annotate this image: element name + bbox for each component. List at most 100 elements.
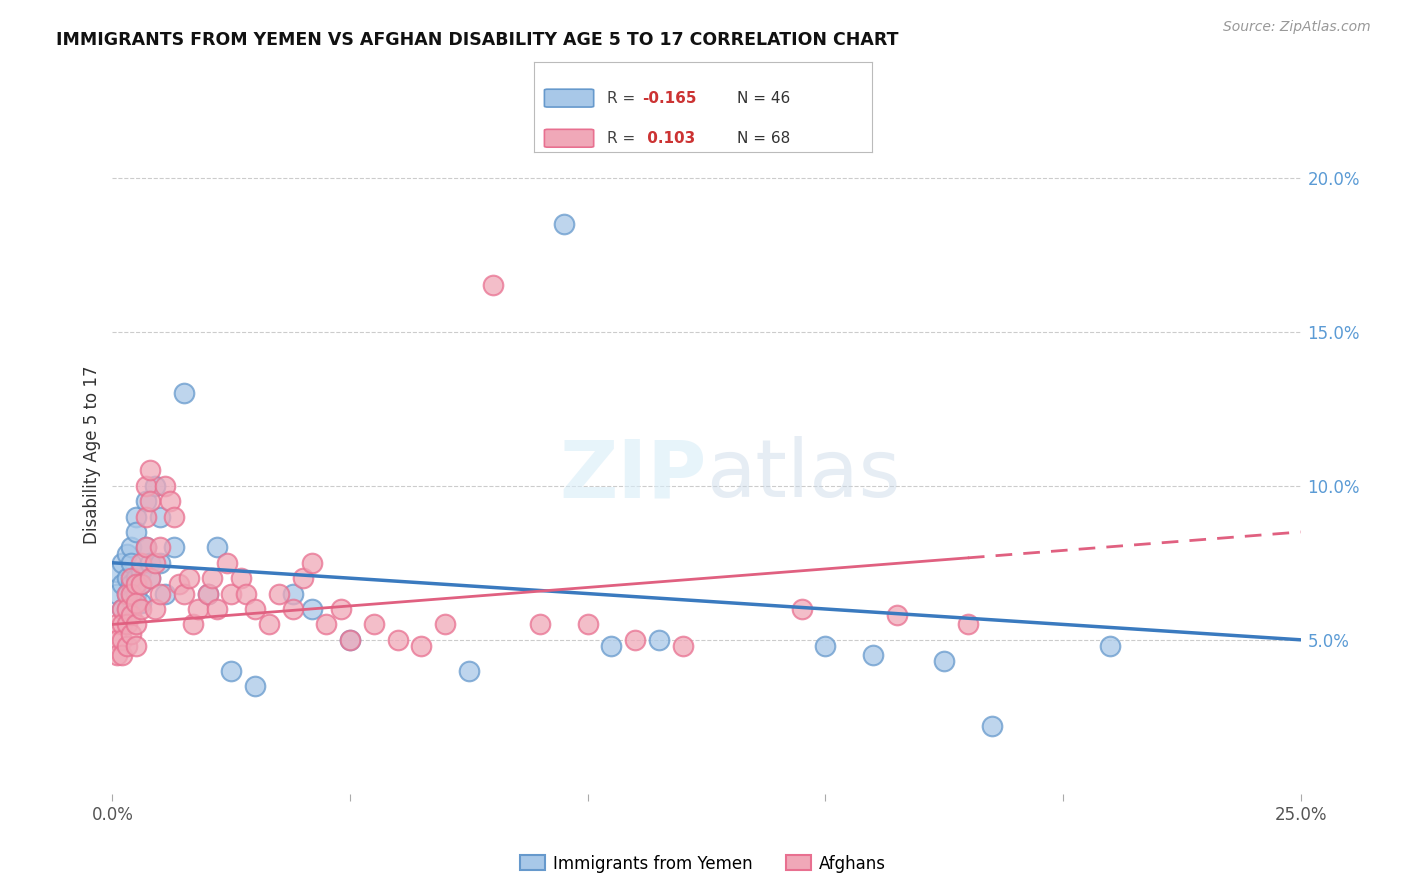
- Point: [115, 586, 138, 600]
- Point: [129, 577, 152, 591]
- Point: [814, 639, 837, 653]
- Point: [153, 479, 176, 493]
- Point: [111, 632, 134, 647]
- Point: [934, 654, 956, 668]
- Point: [235, 586, 257, 600]
- Text: IMMIGRANTS FROM YEMEN VS AFGHAN DISABILITY AGE 5 TO 17 CORRELATION CHART: IMMIGRANTS FROM YEMEN VS AFGHAN DISABILI…: [56, 31, 898, 49]
- Point: [205, 541, 228, 555]
- Point: [267, 586, 290, 600]
- Point: [177, 571, 200, 585]
- Point: [139, 571, 162, 585]
- Point: [125, 596, 148, 610]
- Point: [301, 556, 323, 570]
- Point: [129, 556, 152, 570]
- Point: [111, 556, 134, 570]
- Point: [481, 278, 503, 293]
- Text: -0.165: -0.165: [643, 91, 697, 105]
- Point: [105, 632, 128, 647]
- Point: [121, 626, 143, 640]
- Point: [159, 494, 181, 508]
- Point: [672, 639, 695, 653]
- Text: 0.103: 0.103: [643, 131, 696, 145]
- Point: [121, 592, 143, 607]
- Point: [115, 571, 138, 585]
- Point: [339, 632, 361, 647]
- Point: [135, 541, 157, 555]
- Point: [243, 679, 266, 693]
- Point: [111, 602, 134, 616]
- Point: [115, 586, 138, 600]
- Point: [339, 632, 361, 647]
- Point: [121, 586, 143, 600]
- Point: [163, 541, 186, 555]
- Point: [576, 617, 599, 632]
- Point: [135, 541, 157, 555]
- Point: [387, 632, 409, 647]
- Text: Source: ZipAtlas.com: Source: ZipAtlas.com: [1223, 20, 1371, 34]
- Point: [956, 617, 979, 632]
- Point: [149, 509, 172, 524]
- Point: [115, 617, 138, 632]
- Y-axis label: Disability Age 5 to 17: Disability Age 5 to 17: [83, 366, 101, 544]
- Point: [149, 586, 172, 600]
- Point: [205, 602, 228, 616]
- Point: [125, 639, 148, 653]
- Point: [105, 586, 128, 600]
- Point: [143, 479, 166, 493]
- Point: [111, 648, 134, 663]
- Point: [125, 524, 148, 539]
- Point: [363, 617, 385, 632]
- Text: R =: R =: [607, 131, 640, 145]
- Point: [135, 479, 157, 493]
- Point: [143, 602, 166, 616]
- Point: [197, 586, 219, 600]
- FancyBboxPatch shape: [544, 129, 593, 147]
- Point: [135, 509, 157, 524]
- Point: [129, 602, 152, 616]
- Point: [329, 602, 352, 616]
- Text: R =: R =: [607, 91, 640, 105]
- Point: [129, 577, 152, 591]
- Point: [105, 648, 128, 663]
- Point: [149, 541, 172, 555]
- Point: [121, 608, 143, 623]
- Point: [181, 617, 204, 632]
- Point: [105, 617, 128, 632]
- Point: [125, 577, 148, 591]
- Text: N = 68: N = 68: [737, 131, 790, 145]
- Point: [301, 602, 323, 616]
- Point: [115, 547, 138, 561]
- Point: [125, 586, 148, 600]
- Point: [980, 719, 1002, 733]
- Point: [434, 617, 457, 632]
- Point: [111, 602, 134, 616]
- Point: [243, 602, 266, 616]
- Point: [173, 586, 195, 600]
- Point: [111, 577, 134, 591]
- Point: [553, 217, 575, 231]
- Point: [125, 509, 148, 524]
- Point: [115, 639, 138, 653]
- Point: [648, 632, 671, 647]
- Point: [163, 509, 186, 524]
- Point: [173, 386, 195, 401]
- Point: [129, 596, 152, 610]
- Point: [624, 632, 647, 647]
- Point: [143, 556, 166, 570]
- Point: [458, 664, 481, 678]
- Point: [105, 565, 128, 579]
- Point: [229, 571, 252, 585]
- Point: [121, 541, 143, 555]
- Point: [790, 602, 813, 616]
- Point: [259, 617, 281, 632]
- Text: ZIP: ZIP: [560, 436, 707, 515]
- Point: [215, 556, 238, 570]
- Point: [139, 463, 162, 477]
- Point: [1099, 639, 1122, 653]
- Point: [121, 556, 143, 570]
- Point: [139, 556, 162, 570]
- Point: [153, 586, 176, 600]
- Point: [121, 577, 143, 591]
- Point: [197, 586, 219, 600]
- Point: [187, 602, 209, 616]
